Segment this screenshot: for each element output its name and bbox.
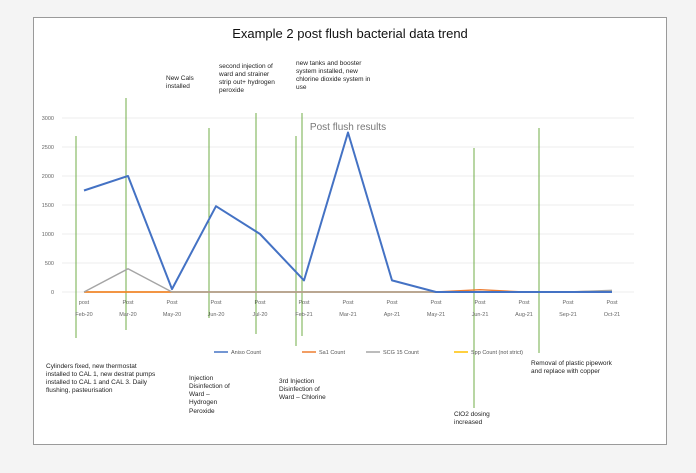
annotation-removal-plastic: Removal of plastic pipework and replace …	[531, 360, 612, 376]
y-tick-label: 2000	[42, 174, 54, 180]
annotation-cylinders-fixed: Cylinders fixed, new thermostat installe…	[46, 363, 156, 395]
y-tick-label: 1000	[42, 232, 54, 238]
chart: Post flush results 0 500 1000 1500 2000 2500 30…	[42, 98, 634, 408]
x-tick-label: Jun-20	[208, 312, 225, 318]
annotation-new-tanks: new tanks and booster system installed, …	[296, 60, 371, 92]
legend-label: SCG 15 Count	[383, 350, 419, 356]
x-tick-label: May-21	[427, 312, 445, 318]
x-tick-label-top: Post	[518, 300, 529, 306]
x-tick-label-top: Post	[386, 300, 397, 306]
annotation-third-injection: 3rd Injection Disinfection of Ward – Chl…	[279, 378, 326, 402]
x-tick-label-top: Post	[210, 300, 221, 306]
x-tick-label: Sep-21	[559, 312, 577, 318]
annotation-second-injection: second injection of ward and strainer st…	[219, 63, 275, 95]
y-tick-label: 2500	[42, 145, 54, 151]
legend-label: Aniso Count	[231, 350, 261, 356]
x-tick-label: Mar-20	[119, 312, 136, 318]
x-tick-label-top: Post	[342, 300, 353, 306]
x-tick-label: Mar-21	[339, 312, 356, 318]
annotation-clo2-dosing: ClO2 dosing increased	[454, 411, 490, 427]
x-tick-label: Jun-21	[472, 312, 489, 318]
x-tick-label: Feb-20	[75, 312, 92, 318]
x-tick-label: Apr-21	[384, 312, 401, 318]
x-tick-label-top: Post	[474, 300, 485, 306]
x-tick-label-top: Post	[606, 300, 617, 306]
y-tick-label: 3000	[42, 116, 54, 122]
series-line-3	[83, 268, 613, 293]
x-tick-label-top: post	[79, 300, 90, 306]
x-tick-label: Aug-21	[515, 312, 533, 318]
x-tick-label: May-20	[163, 312, 181, 318]
x-tick-label-top: Post	[562, 300, 573, 306]
y-tick-label: 500	[45, 261, 54, 267]
x-tick-label-top: Post	[254, 300, 265, 306]
page-title: Example 2 post flush bacterial data tren…	[232, 26, 468, 41]
chart-title: Post flush results	[310, 122, 386, 133]
x-tick-label: Jul-20	[253, 312, 268, 318]
x-tick-label-top: Post	[298, 300, 309, 306]
y-tick-label: 1500	[42, 203, 54, 209]
x-tick-label-top: Post	[122, 300, 133, 306]
x-tick-label-top: Post	[430, 300, 441, 306]
legend-label: Spp Count (not strict)	[471, 350, 523, 356]
x-tick-label: Oct-21	[604, 312, 621, 318]
series-line-1	[83, 131, 612, 293]
annotation-injection-h2o2: Injection Disinfection of Ward – Hydroge…	[189, 375, 230, 415]
x-tick-label: Feb-21	[295, 312, 312, 318]
y-tick-label: 0	[51, 290, 54, 296]
annotation-new-cals: New Cals installed	[166, 75, 194, 91]
slide-frame: Post flush results 0 500 1000 1500 2000 2500 30…	[33, 17, 667, 445]
legend-label: Sa1 Count	[319, 350, 345, 356]
x-tick-label-top: Post	[166, 300, 177, 306]
